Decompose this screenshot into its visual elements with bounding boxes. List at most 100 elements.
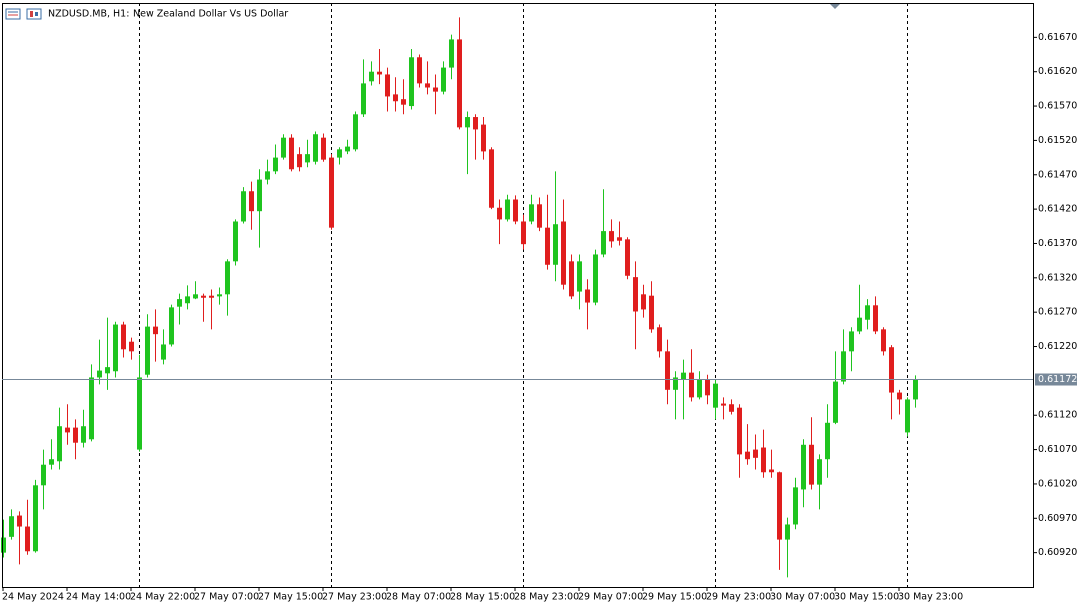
candle-body bbox=[49, 459, 54, 465]
candle-body bbox=[145, 326, 150, 375]
candle-body bbox=[169, 307, 174, 345]
candle-body bbox=[401, 99, 406, 105]
candle-body bbox=[481, 124, 486, 152]
x-tick-label: 28 May 23:00 bbox=[514, 592, 579, 603]
candle-body bbox=[849, 331, 854, 352]
plot-border bbox=[2, 3, 1034, 588]
candle-body bbox=[769, 469, 774, 473]
candle-body bbox=[761, 447, 766, 473]
x-tick-label: 28 May 07:00 bbox=[386, 592, 451, 603]
y-tick-label: 0.61370 bbox=[1038, 238, 1077, 249]
candle-body bbox=[89, 377, 94, 440]
candle-body bbox=[745, 451, 750, 460]
candle-body bbox=[729, 404, 734, 412]
candle-body bbox=[577, 261, 582, 292]
current-price-label: 0.61172 bbox=[1038, 374, 1077, 385]
candle-body bbox=[505, 199, 510, 220]
candle-body bbox=[737, 407, 742, 455]
candle-body bbox=[233, 221, 238, 262]
x-tick-label: 24 May 14:00 bbox=[66, 592, 131, 603]
candle-body bbox=[841, 351, 846, 382]
candle-body bbox=[457, 39, 462, 128]
candle-body bbox=[561, 221, 566, 285]
candle-body bbox=[865, 305, 870, 320]
candle-body bbox=[209, 295, 214, 298]
candle-body bbox=[201, 295, 206, 298]
candle-body bbox=[369, 71, 374, 82]
x-tick-label: 30 May 23:00 bbox=[898, 592, 963, 603]
candle-body bbox=[809, 444, 814, 485]
candle-body bbox=[641, 294, 646, 310]
candle-body bbox=[625, 239, 630, 276]
candle-body bbox=[689, 372, 694, 398]
x-tick-label: 27 May 15:00 bbox=[258, 592, 323, 603]
candle-body bbox=[433, 87, 438, 92]
candle-body bbox=[617, 237, 622, 241]
candle-body bbox=[665, 351, 670, 390]
candle-body bbox=[585, 289, 590, 303]
y-tick-label: 0.60920 bbox=[1038, 547, 1077, 558]
candle-body bbox=[609, 231, 614, 242]
candle-body bbox=[913, 379, 918, 400]
candle-body bbox=[73, 427, 78, 443]
candle-body bbox=[129, 341, 134, 352]
candle-body bbox=[337, 149, 342, 158]
candle-body bbox=[153, 326, 158, 335]
candle-body bbox=[857, 317, 862, 332]
x-tick-label: 29 May 23:00 bbox=[706, 592, 771, 603]
candle-body bbox=[113, 324, 118, 372]
candle-body bbox=[241, 191, 246, 222]
icon bbox=[35, 12, 38, 16]
candle-body bbox=[425, 83, 430, 88]
candle-body bbox=[57, 426, 62, 462]
y-tick-label: 0.61470 bbox=[1038, 169, 1077, 180]
icon bbox=[26, 8, 42, 20]
y-tick-label: 0.61070 bbox=[1038, 444, 1077, 455]
x-tick-label: 24 May 2024 bbox=[2, 592, 64, 603]
candle-body bbox=[681, 372, 686, 380]
candle-body bbox=[569, 261, 574, 297]
candle-body bbox=[321, 137, 326, 160]
toolbar-icons bbox=[5, 8, 42, 20]
candle-body bbox=[553, 224, 558, 265]
y-tick-label: 0.61570 bbox=[1038, 101, 1077, 112]
candle-body bbox=[273, 157, 278, 172]
candle-body bbox=[217, 294, 222, 297]
candle-body bbox=[25, 526, 30, 552]
x-tick-label: 29 May 07:00 bbox=[578, 592, 643, 603]
separators bbox=[139, 3, 908, 587]
candle-body bbox=[105, 367, 110, 374]
candle-body bbox=[697, 379, 702, 398]
candle-body bbox=[489, 149, 494, 208]
candle-body bbox=[753, 449, 758, 458]
icon bbox=[30, 11, 33, 17]
candle-body bbox=[817, 459, 822, 485]
candle-body bbox=[889, 347, 894, 393]
candle-body bbox=[17, 515, 22, 527]
candle-body bbox=[529, 204, 534, 222]
plot bbox=[1, 17, 918, 578]
y-tick-label: 0.61020 bbox=[1038, 478, 1077, 489]
candle-body bbox=[513, 199, 518, 222]
shift-marker bbox=[830, 4, 840, 9]
candle-body bbox=[33, 485, 38, 552]
candle-body bbox=[161, 344, 166, 360]
candle-body bbox=[721, 403, 726, 406]
candle-body bbox=[393, 94, 398, 102]
y-tick-label: 0.61120 bbox=[1038, 410, 1077, 421]
candle-body bbox=[289, 137, 294, 170]
chart-title: New Zealand Dollar Vs US Dollar bbox=[133, 9, 288, 20]
candle-body bbox=[713, 383, 718, 408]
y-tick-label: 0.61320 bbox=[1038, 272, 1077, 283]
candle-body bbox=[409, 57, 414, 107]
candle-body bbox=[177, 299, 182, 307]
candle-body bbox=[297, 154, 302, 168]
candle-body bbox=[537, 204, 542, 228]
candle-body bbox=[185, 296, 190, 304]
x-tick-label: 28 May 15:00 bbox=[450, 592, 515, 603]
candle-body bbox=[313, 134, 318, 162]
candle-body bbox=[305, 154, 310, 163]
candle-body bbox=[385, 74, 390, 97]
candle-body bbox=[785, 524, 790, 540]
y-tick-label: 0.61620 bbox=[1038, 66, 1077, 77]
